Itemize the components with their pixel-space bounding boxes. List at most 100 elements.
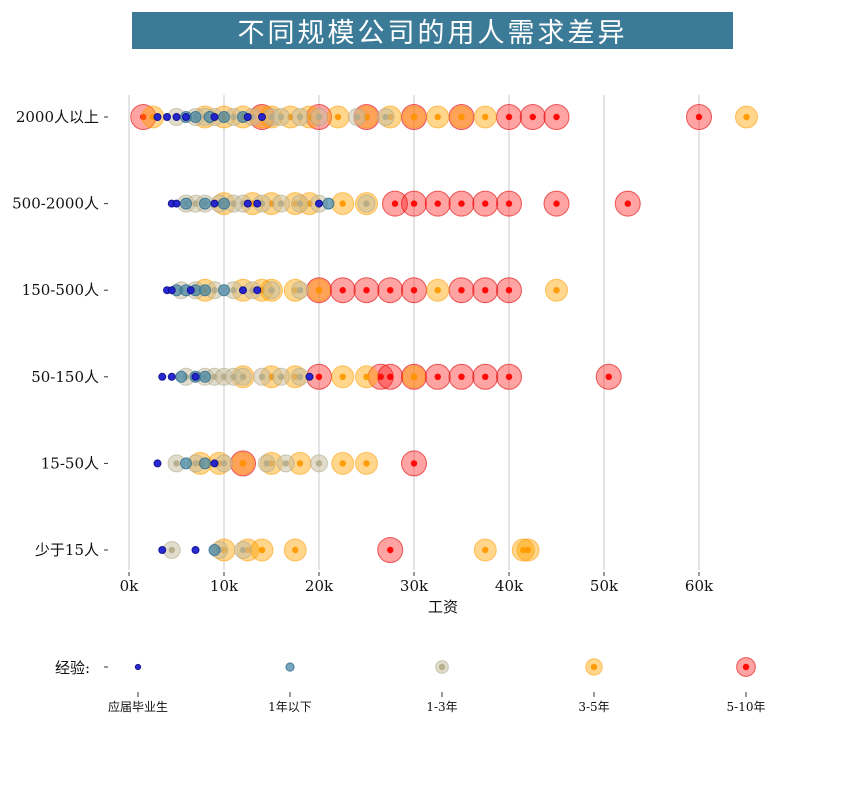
data-point-center [482,546,489,554]
data-point-center [553,200,560,207]
data-point-center [410,113,418,121]
data-point-center [339,200,346,207]
series-1 [170,111,335,556]
data-point [167,372,176,381]
data-point-center [258,373,266,380]
data-point [210,459,219,468]
data-point-center [230,113,237,121]
data-point-center [624,200,631,207]
data-point-center [339,373,346,380]
data-point-center [410,200,418,207]
data-point-center [458,200,465,207]
data-point-center [296,373,304,380]
legend-marker-center [590,663,598,671]
data-point-center [505,113,513,121]
data-point [315,199,323,208]
data-point-center [292,546,299,554]
data-point-center [695,113,703,121]
data-point-center [434,200,441,207]
data-point-center [334,113,342,121]
legend-marker [134,663,142,671]
data-point [208,544,221,556]
data-point-center [277,200,285,207]
series-3 [141,105,758,562]
data-point [189,111,202,123]
data-point-center [505,200,513,207]
data-point [153,459,162,468]
series-2 [162,108,395,559]
data-point-center [387,546,394,554]
data-point-center [192,460,199,467]
data-point-center [387,287,394,294]
series-4 [130,104,712,563]
data-point-center [410,287,418,294]
data-point [175,370,188,383]
grid [128,95,700,570]
y-tick-label: 15-50人 [41,454,99,472]
data-point-center [505,287,513,294]
data-point-center [239,546,247,554]
y-tick-label: 50-150人 [31,368,99,386]
data-point-center [296,287,304,294]
data-point [210,199,219,208]
data-point [182,113,190,121]
data-point [243,199,252,208]
data-point-center [315,287,323,294]
data-point-center [339,287,346,294]
data-point-center [230,287,237,294]
data-point-center [315,113,323,121]
data-point-center [743,113,750,121]
data-point [158,546,167,554]
data-point-center [268,287,275,294]
data-point [239,286,247,295]
y-axis: 2000人以上 500-2000人 150-500人 50-150人 15-50人少于1… [12,108,108,559]
data-point-center [315,373,323,380]
data-point-center [458,373,465,380]
y-tick-label: 2000人以上 [16,108,99,126]
legend: 经验: 应届毕业生 1年以下 1-3年 3-5年 5-10年 [55,657,765,714]
legend-title: 经验: [55,659,90,677]
legend-marker [285,662,295,672]
data-point-center [553,287,560,294]
data-point-center [258,546,266,554]
data-point-center [553,113,560,121]
legend-label: 3-5年 [578,700,609,714]
x-tick-label: 10k [210,577,239,595]
data-point-center [387,373,394,380]
data-point-center [605,373,612,380]
data-point-center [339,460,346,467]
data-point [253,199,262,208]
legend-marker-center [438,663,446,671]
data-point-center [505,373,513,380]
data-point [199,284,211,297]
x-axis-label: 工资 [428,598,458,616]
legend-marker-center [742,663,750,671]
data-point-center [377,373,384,380]
data-point [199,197,211,210]
data-point-center [482,373,489,380]
data-point [199,457,211,470]
data-point-center [529,113,536,121]
data-point-center [410,460,418,467]
data-point-center [315,460,323,467]
data-point [243,113,252,121]
data-point [158,372,167,381]
data-point [199,370,211,383]
data-point [258,113,266,121]
data-point [210,113,219,121]
data-point [191,372,200,381]
data-point [172,113,181,121]
y-tick-label: 150-500人 [22,281,99,299]
x-tick-label: 30k [400,577,429,595]
data-point [322,197,335,210]
data-point [180,457,192,470]
data-point-center [296,113,304,121]
data-point-center [434,113,441,121]
data-point [218,284,230,297]
y-tick-label: 少于15人 [35,541,99,559]
data-point [191,546,200,554]
data-point [153,113,162,121]
data-point-center [524,546,532,554]
data-point-center [211,287,218,294]
data-point-center [363,460,370,467]
